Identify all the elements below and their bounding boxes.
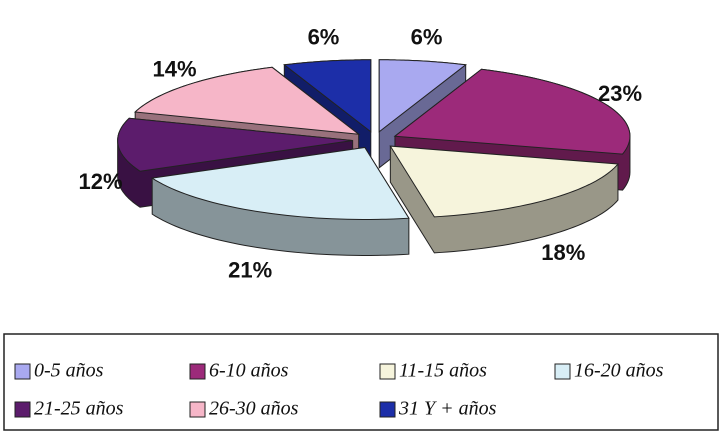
slice [283, 59, 372, 133]
slice [378, 59, 467, 133]
legend-label: 31 Y + años [398, 398, 497, 420]
pie [117, 59, 631, 256]
legend-label: 6-10 años [209, 360, 289, 382]
legend-label: 21-25 años [34, 398, 124, 420]
legend-swatch [189, 401, 206, 418]
data-label: 23% [598, 81, 642, 106]
slice [150, 146, 410, 220]
data-label: 12% [79, 169, 123, 194]
legend-box [3, 333, 719, 431]
slice [134, 66, 361, 135]
legend-swatch [554, 363, 571, 380]
legend-label: 16-20 años [574, 360, 664, 382]
slice [393, 68, 631, 155]
slice [389, 145, 619, 218]
slice [117, 117, 353, 172]
legend-swatch [379, 363, 396, 380]
legend-label: 26-30 años [209, 398, 299, 420]
data-label: 21% [228, 258, 272, 283]
legend-swatch [189, 363, 206, 380]
data-label: 14% [153, 57, 197, 82]
legend-swatch [14, 401, 31, 418]
data-label: 6% [308, 25, 340, 50]
data-label: 6% [411, 25, 443, 50]
legend-label: 0-5 años [34, 360, 104, 382]
legend-label: 11-15 años [399, 360, 487, 382]
legend-swatch [379, 401, 396, 418]
data-label: 18% [541, 240, 585, 265]
legend-swatch [14, 363, 31, 380]
